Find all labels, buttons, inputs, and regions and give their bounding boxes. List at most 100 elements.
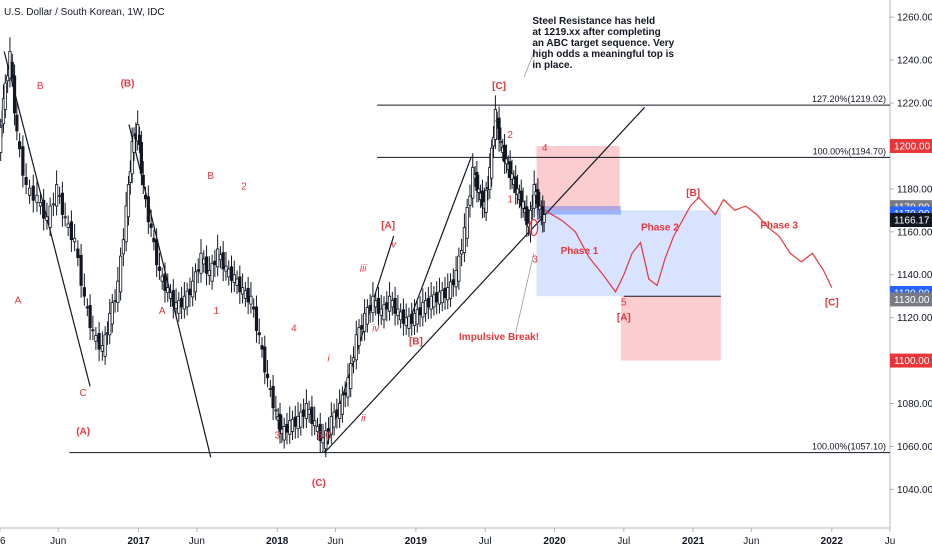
candle-body [0,126,3,153]
candle-body [376,297,381,314]
candle-body [48,205,52,228]
x-tick-label: 2017 [128,536,151,547]
candle-body [97,332,101,350]
y-tick-label: 1080.00 [897,399,932,410]
candle-body [437,291,442,305]
candle-body [448,281,453,299]
projection-zone [536,210,624,297]
candle-body [155,239,159,266]
x-tick-label: Jun [743,536,759,547]
candle-body [193,271,198,293]
x-tick-label: 2022 [821,536,844,547]
x-tick-label: Ju [885,536,896,547]
wave-label: 4 [291,323,297,334]
wave-label: A [15,295,22,306]
price-badge: 1200.00 [890,138,932,153]
x-tick-label: 2021 [682,536,705,547]
x-tick-label: 2018 [266,536,289,547]
y-tick-label: 1240.00 [897,56,932,67]
candle-body [371,295,375,314]
candle-body [462,227,467,253]
candle-body [288,420,292,435]
candle-body [100,345,104,352]
candle-body [412,312,417,326]
candle-body [457,255,461,282]
candle-body [177,300,181,314]
candle-body [536,189,540,208]
candle-body [365,307,369,325]
candle-body [79,255,83,286]
projection-path [544,196,833,294]
wave-label: Phase 1 [561,246,599,257]
entry-band [536,206,622,215]
wave-label: 2 [507,130,513,141]
candle-body [274,409,278,412]
candle-body [382,304,386,321]
candle-body [204,256,209,274]
candle-body [446,287,450,301]
candle-body [18,141,22,150]
candle-body [229,266,234,281]
wave-label: A [159,306,166,317]
candle-body [213,260,217,266]
candle-body [313,420,317,427]
candle-body [460,250,464,255]
price-badge-label: 1130.00 [894,295,930,306]
candle-body [121,239,125,255]
candle-body [491,136,496,147]
candle-body [346,377,350,398]
candle-body [103,334,107,357]
candle-body [418,307,422,316]
candle-body [351,357,356,362]
candle-body [387,295,392,312]
wave-label: [C] [825,298,839,309]
candle-body [263,346,267,373]
price-badge-label: 1166.17 [894,216,930,227]
candle-body [73,237,77,243]
x-tick-label: 2019 [405,536,428,547]
candle-body [290,418,295,432]
candle-body [130,141,134,175]
price-badge-label: 1100.00 [894,356,930,367]
candle-body [362,312,367,332]
candle-body [51,203,55,206]
candle-body [385,302,389,310]
candle-body [188,288,192,296]
price-badge-bg [890,138,932,153]
candle-body [307,408,311,415]
y-tick-label: 1260.00 [897,13,932,24]
candle-body [254,306,259,331]
price-badge-bg [890,292,932,307]
candle-body [185,290,189,308]
y-tick-label: 1140.00 [897,270,932,281]
candle-body [249,295,253,305]
candle-body [235,278,239,286]
candle-body [480,190,485,207]
candle-body [149,223,153,228]
wave-label: 3 [274,431,280,442]
wave-label: (C) [312,478,326,489]
candle-body [124,205,128,243]
candle-body [343,392,347,396]
candle-body [360,325,364,330]
candle-body [368,305,372,311]
candle-body [243,290,247,299]
candle-body [10,61,14,79]
candle-body [232,274,236,284]
candle-body [224,265,228,272]
candle-body [484,189,488,213]
wave-label: (A) [76,426,90,437]
wave-label: 1 [507,195,513,206]
candle-body [88,305,92,329]
candle-body [246,287,250,303]
wave-label: 1 [213,306,219,317]
candle-body [15,114,19,132]
candle-body [163,273,167,291]
candle-body [285,423,289,433]
candle-body [69,221,73,241]
candle-body [299,411,303,428]
candle-body [465,207,469,239]
candle-body [60,192,64,216]
